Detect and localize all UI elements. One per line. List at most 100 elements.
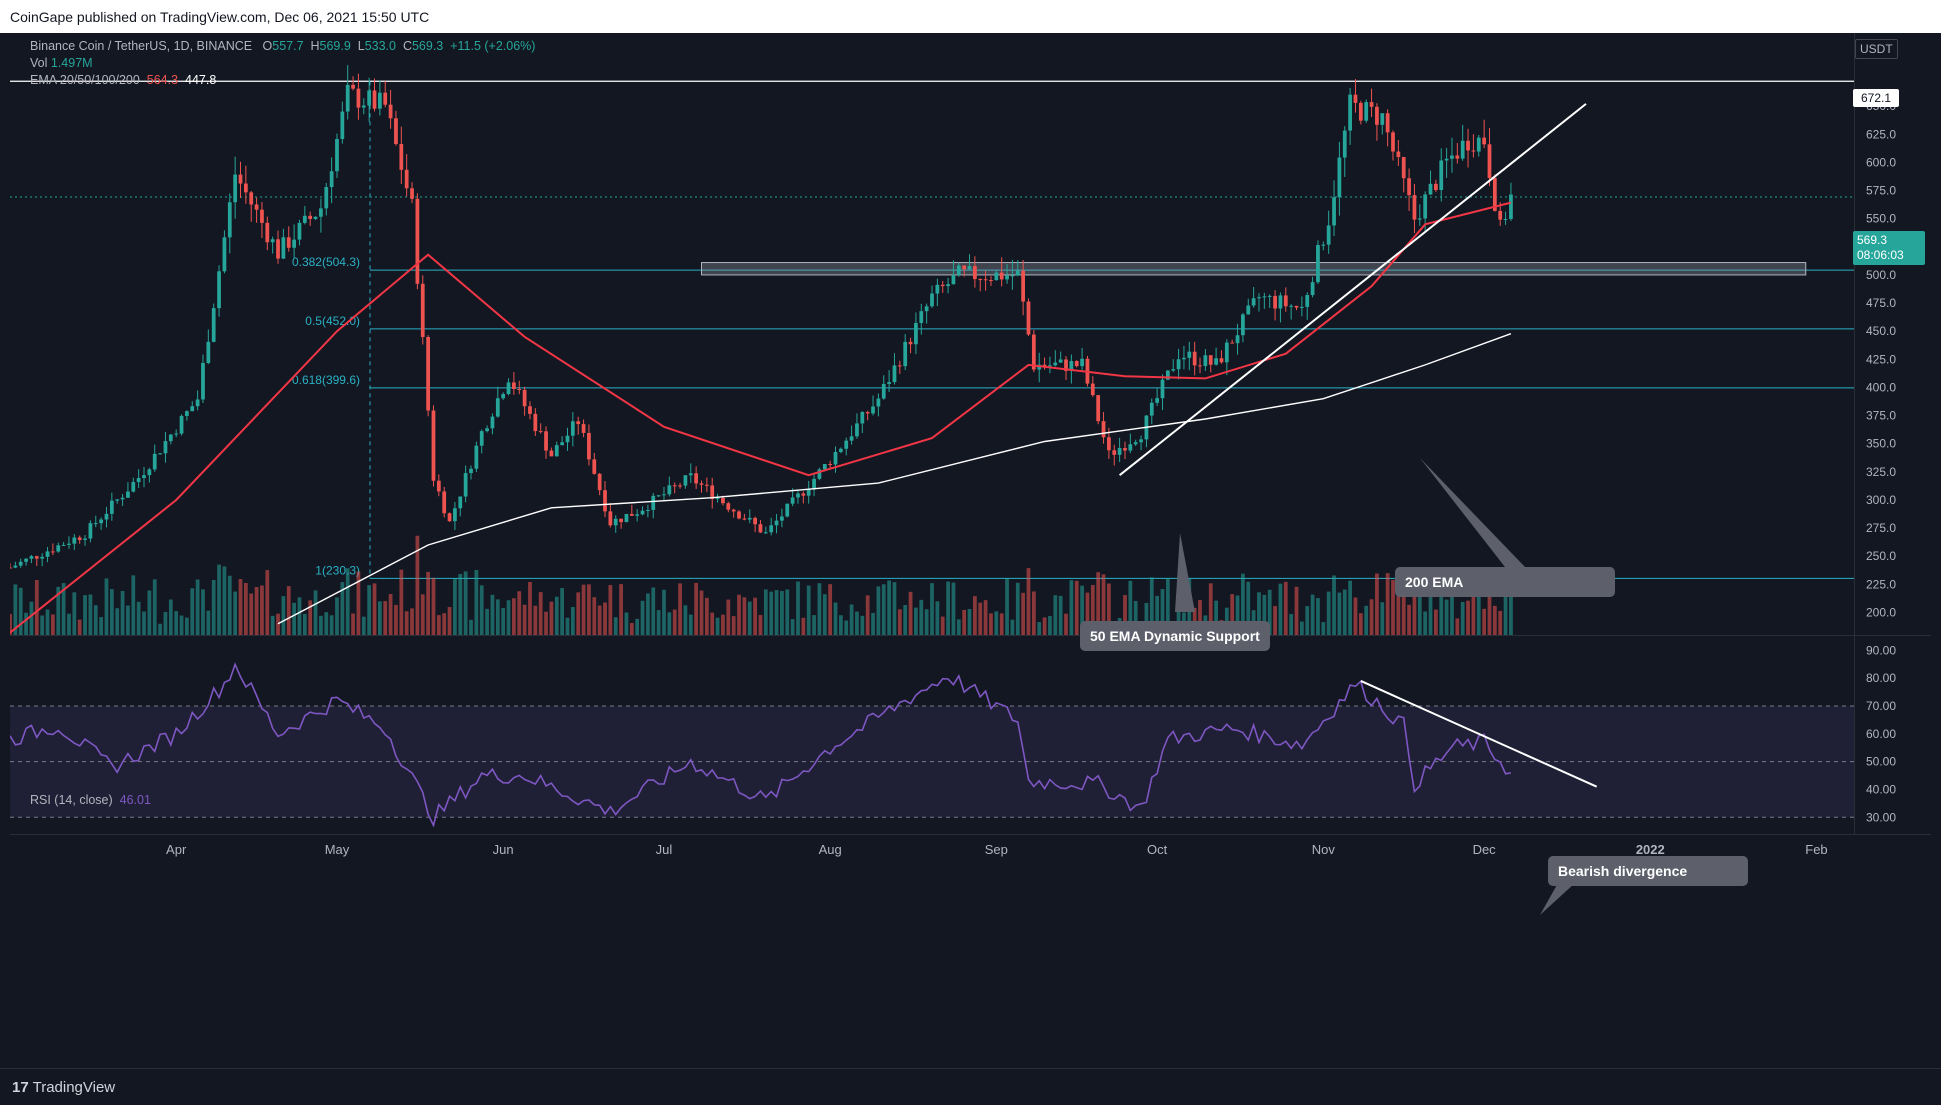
candle-119 bbox=[646, 509, 650, 511]
volume-bar-198 bbox=[1069, 580, 1074, 635]
candle-150 bbox=[812, 478, 816, 490]
candle-186 bbox=[1005, 275, 1009, 280]
volume-bar-64 bbox=[351, 613, 355, 635]
ema-label: EMA 20/50/100/200 bbox=[30, 73, 140, 87]
volume-bar-71 bbox=[388, 594, 393, 635]
candle-219 bbox=[1182, 357, 1186, 360]
volume-bar-133 bbox=[721, 614, 725, 635]
volume-bar-16 bbox=[93, 605, 98, 635]
candle-213 bbox=[1149, 402, 1154, 416]
candle-120 bbox=[651, 495, 656, 510]
volume-bar-166 bbox=[897, 609, 902, 635]
candle-244 bbox=[1316, 245, 1320, 283]
candle-107 bbox=[581, 424, 586, 433]
candle-28 bbox=[158, 453, 162, 455]
candle-164 bbox=[887, 382, 891, 384]
candle-188 bbox=[1015, 270, 1020, 276]
volume-bar-82 bbox=[447, 607, 452, 635]
volume-bar-113 bbox=[613, 617, 618, 635]
volume-bar-234 bbox=[1262, 594, 1267, 635]
volume-bar-138 bbox=[747, 601, 752, 635]
candle-261 bbox=[1407, 178, 1411, 196]
ema-value-a: 564.3 bbox=[146, 73, 179, 87]
volume-bar-25 bbox=[142, 611, 146, 635]
volume-bar-248 bbox=[1337, 592, 1342, 635]
volume-bar-180 bbox=[973, 596, 977, 635]
volume-bar-247 bbox=[1332, 575, 1336, 635]
volume-bar-17 bbox=[99, 617, 104, 635]
volume-bar-274 bbox=[1476, 591, 1481, 635]
volume-bar-13 bbox=[77, 619, 82, 635]
candle-236 bbox=[1273, 295, 1277, 309]
volume-bar-136 bbox=[737, 594, 741, 635]
volume-bar-143 bbox=[774, 590, 779, 635]
volume-bar-73 bbox=[399, 569, 404, 635]
time-label-3: Jul bbox=[656, 842, 673, 857]
volume-bar-135 bbox=[731, 616, 736, 635]
rsi-value: 46.01 bbox=[119, 793, 151, 807]
candle-169 bbox=[914, 322, 918, 345]
volume-bar-91 bbox=[495, 599, 500, 635]
volume-bar-238 bbox=[1283, 581, 1288, 635]
chart-svg[interactable]: 700.0650.0625.0600.0575.0550.0525.0500.0… bbox=[10, 33, 1931, 1068]
volume-bar-38 bbox=[211, 580, 216, 635]
candle-275 bbox=[1482, 137, 1487, 145]
ascending-trendline bbox=[1118, 103, 1587, 476]
candle-46 bbox=[254, 204, 259, 210]
candle-175 bbox=[946, 284, 950, 287]
candle-142 bbox=[769, 525, 774, 533]
candle-140 bbox=[758, 524, 763, 533]
candle-187 bbox=[1010, 275, 1015, 277]
volume-bar-215 bbox=[1160, 589, 1165, 635]
volume-bar-255 bbox=[1375, 573, 1379, 635]
volume-bar-93 bbox=[506, 600, 511, 635]
volume-bar-154 bbox=[833, 602, 838, 635]
volume-bar-244 bbox=[1316, 598, 1320, 635]
volume-bar-235 bbox=[1267, 589, 1272, 635]
tradingview-logo[interactable]: 17 TradingView bbox=[12, 1079, 115, 1096]
last-price-value: 569.3 bbox=[1857, 233, 1888, 247]
volume-bar-104 bbox=[565, 617, 570, 635]
candle-31 bbox=[174, 433, 179, 435]
volume-bar-81 bbox=[442, 613, 447, 635]
candle-252 bbox=[1358, 102, 1363, 121]
volume-bar-129 bbox=[699, 590, 704, 635]
candle-189 bbox=[1021, 270, 1026, 302]
volume-bar-42 bbox=[233, 591, 238, 635]
candle-71 bbox=[388, 104, 393, 119]
rsi-tick-2: 70.00 bbox=[1866, 699, 1896, 713]
candle-279 bbox=[1503, 218, 1508, 220]
candle-56 bbox=[308, 215, 313, 219]
rsi-tick-5: 40.00 bbox=[1866, 782, 1896, 796]
volume-bar-87 bbox=[474, 569, 479, 635]
candle-95 bbox=[517, 389, 522, 391]
volume-bar-181 bbox=[978, 602, 983, 635]
volume-bar-12 bbox=[72, 592, 77, 635]
volume-bar-249 bbox=[1342, 589, 1347, 635]
volume-bar-37 bbox=[206, 610, 211, 635]
candle-146 bbox=[790, 497, 795, 504]
candle-179 bbox=[967, 266, 972, 270]
candle-253 bbox=[1364, 102, 1369, 121]
countdown-timer: 08:06:03 bbox=[1857, 248, 1904, 262]
candle-26 bbox=[147, 469, 152, 476]
candle-131 bbox=[710, 485, 715, 500]
volume-bar-212 bbox=[1144, 602, 1149, 635]
candle-100 bbox=[544, 431, 548, 451]
candle-0 bbox=[10, 567, 12, 569]
volume-bar-236 bbox=[1273, 606, 1277, 635]
volume-bar-276 bbox=[1487, 589, 1492, 635]
support-zone bbox=[701, 262, 1807, 276]
candle-83 bbox=[453, 508, 457, 522]
candle-214 bbox=[1155, 398, 1160, 403]
candle-32 bbox=[179, 415, 184, 434]
volume-bar-170 bbox=[919, 599, 924, 635]
candle-23 bbox=[131, 482, 136, 492]
volume-bar-67 bbox=[367, 585, 372, 635]
candle-19 bbox=[109, 500, 114, 514]
volume-bar-279 bbox=[1503, 595, 1508, 635]
volume-bar-49 bbox=[270, 615, 275, 635]
candle-268 bbox=[1444, 158, 1449, 161]
candle-251 bbox=[1353, 94, 1358, 103]
